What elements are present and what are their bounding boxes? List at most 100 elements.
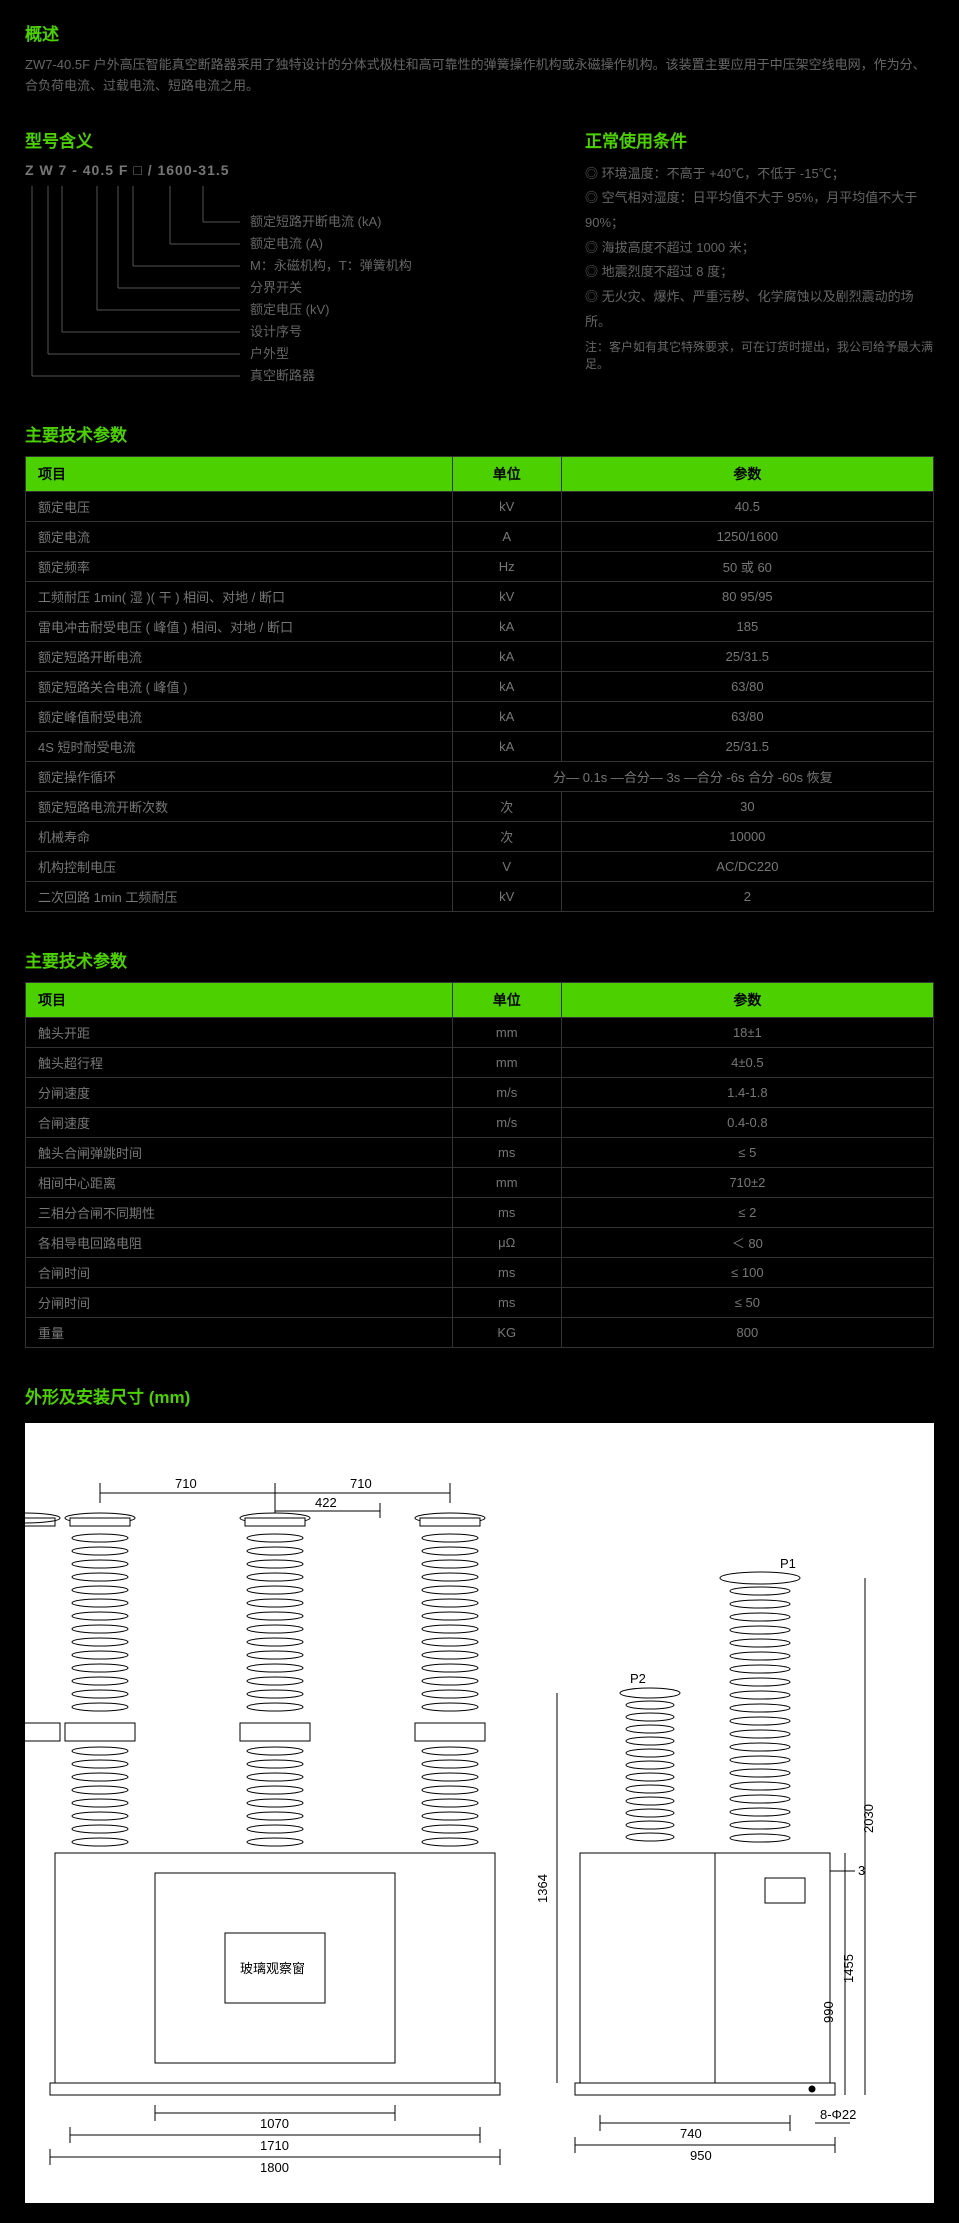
- cell: 710±2: [561, 1167, 933, 1197]
- table-row: 额定操作循环分— 0.1s —合分— 3s —合分 -6s 合分 -60s 恢复: [26, 761, 934, 791]
- table-row: 三相分合闸不同期性ms≤ 2: [26, 1197, 934, 1227]
- cell: 分闸速度: [26, 1077, 453, 1107]
- model-label-1: 额定电流 (A): [250, 233, 412, 255]
- table-row: 合闸时间ms≤ 100: [26, 1257, 934, 1287]
- model-label-0: 额定短路开断电流 (kA): [250, 211, 412, 233]
- cell: 4S 短时耐受电流: [26, 731, 453, 761]
- cell: 额定峰值耐受电流: [26, 701, 453, 731]
- p1-label: P1: [780, 1556, 796, 1571]
- cell: A: [452, 521, 561, 551]
- cell: kA: [452, 641, 561, 671]
- cell: 185: [561, 611, 933, 641]
- table-row: 触头超行程mm4±0.5: [26, 1047, 934, 1077]
- cell: 25/31.5: [561, 641, 933, 671]
- cond-item: 海拔高度不超过 1000 米；: [585, 236, 934, 261]
- cell: 25/31.5: [561, 731, 933, 761]
- table-row: 相间中心距离mm710±2: [26, 1167, 934, 1197]
- table-row: 额定电压kV40.5: [26, 491, 934, 521]
- cell: 合闸速度: [26, 1107, 453, 1137]
- t2-h0: 项目: [26, 982, 453, 1017]
- table-row: 重量KG800: [26, 1317, 934, 1347]
- table-row: 额定短路电流开断次数次30: [26, 791, 934, 821]
- dim-950: 950: [690, 2148, 712, 2163]
- cell: 额定短路电流开断次数: [26, 791, 453, 821]
- cell: AC/DC220: [561, 851, 933, 881]
- cell: kA: [452, 731, 561, 761]
- table-row: 分闸时间ms≤ 50: [26, 1287, 934, 1317]
- cell: 额定电压: [26, 491, 453, 521]
- cell: kV: [452, 581, 561, 611]
- cell: 63/80: [561, 701, 933, 731]
- dim-1710: 1710: [260, 2138, 289, 2153]
- cell: kA: [452, 671, 561, 701]
- cond-item: 地震烈度不超过 8 度；: [585, 260, 934, 285]
- dim-710b: 710: [350, 1476, 372, 1491]
- dim-8phi22: 8-Φ22: [820, 2107, 856, 2122]
- table-row: 机械寿命次10000: [26, 821, 934, 851]
- cell: 额定操作循环: [26, 761, 453, 791]
- conditions-note: 注：客户如有其它特殊要求，可在订货时提出，我公司给予最大满足。: [585, 338, 934, 372]
- cell: 分— 0.1s —合分— 3s —合分 -6s 合分 -60s 恢复: [452, 761, 933, 791]
- table-row: 工频耐压 1min( 湿 )( 干 ) 相间、对地 / 断口kV80 95/95: [26, 581, 934, 611]
- cell: KG: [452, 1317, 561, 1347]
- dim-422: 422: [315, 1495, 337, 1510]
- cell: Hz: [452, 551, 561, 581]
- cell: ≤ 100: [561, 1257, 933, 1287]
- table2-title: 主要技术参数: [25, 947, 934, 972]
- cell: 合闸时间: [26, 1257, 453, 1287]
- table-row: 额定峰值耐受电流kA63/80: [26, 701, 934, 731]
- dim-710a: 710: [175, 1476, 197, 1491]
- cond-item: 无火灾、爆炸、严重污秽、化学腐蚀以及剧烈震动的场所。: [585, 285, 934, 334]
- model-code: Z W 7 - 40.5 F □ / 1600-31.5: [25, 162, 525, 178]
- spec-table-2: 项目 单位 参数 触头开距mm18±1触头超行程mm4±0.5分闸速度m/s1.…: [25, 982, 934, 1348]
- t2-h2: 参数: [561, 982, 933, 1017]
- table-row: 二次回路 1min 工频耐压kV2: [26, 881, 934, 911]
- cell: 18±1: [561, 1017, 933, 1047]
- cell: 30: [561, 791, 933, 821]
- cell: mm: [452, 1167, 561, 1197]
- cell: μΩ: [452, 1227, 561, 1257]
- cell: 50 或 60: [561, 551, 933, 581]
- model-label-6: 户外型: [250, 343, 412, 365]
- cell: 机构控制电压: [26, 851, 453, 881]
- cell: 工频耐压 1min( 湿 )( 干 ) 相间、对地 / 断口: [26, 581, 453, 611]
- cell: mm: [452, 1017, 561, 1047]
- cond-item: 空气相对湿度：日平均值不大于 95%，月平均值不大于 90%；: [585, 186, 934, 235]
- table-row: 触头合闸弹跳时间ms≤ 5: [26, 1137, 934, 1167]
- cell: 机械寿命: [26, 821, 453, 851]
- table1-title: 主要技术参数: [25, 421, 934, 446]
- cell: ≤ 50: [561, 1287, 933, 1317]
- dim-1455: 1455: [841, 1954, 856, 1983]
- t1-h0: 项目: [26, 456, 453, 491]
- cell: 1250/1600: [561, 521, 933, 551]
- cell: ＜ 80: [561, 1227, 933, 1257]
- model-label-3: 分界开关: [250, 277, 412, 299]
- conditions-title: 正常使用条件: [585, 127, 934, 152]
- dim-1070: 1070: [260, 2116, 289, 2131]
- cell: 800: [561, 1317, 933, 1347]
- dim-3: 3: [858, 1863, 865, 1878]
- cell: kA: [452, 701, 561, 731]
- cell: kV: [452, 491, 561, 521]
- table-row: 额定电流A1250/1600: [26, 521, 934, 551]
- cell: 额定电流: [26, 521, 453, 551]
- t2-h1: 单位: [452, 982, 561, 1017]
- cell: 额定短路关合电流 ( 峰值 ): [26, 671, 453, 701]
- model-title: 型号含义: [25, 127, 525, 152]
- table-row: 额定频率Hz50 或 60: [26, 551, 934, 581]
- cell: 触头合闸弹跳时间: [26, 1137, 453, 1167]
- cell: m/s: [452, 1077, 561, 1107]
- cell: 4±0.5: [561, 1047, 933, 1077]
- t1-h1: 单位: [452, 456, 561, 491]
- spec-table-1: 项目 单位 参数 额定电压kV40.5额定电流A1250/1600额定频率Hz5…: [25, 456, 934, 912]
- cell: m/s: [452, 1107, 561, 1137]
- table-row: 合闸速度m/s0.4-0.8: [26, 1107, 934, 1137]
- cell: 0.4-0.8: [561, 1107, 933, 1137]
- table-row: 机构控制电压VAC/DC220: [26, 851, 934, 881]
- overview-title: 概述: [25, 20, 934, 45]
- table-row: 各相导电回路电阻μΩ＜ 80: [26, 1227, 934, 1257]
- dim-1364: 1364: [535, 1874, 550, 1903]
- cell: 雷电冲击耐受电压 ( 峰值 ) 相间、对地 / 断口: [26, 611, 453, 641]
- table-row: 雷电冲击耐受电压 ( 峰值 ) 相间、对地 / 断口kA185: [26, 611, 934, 641]
- cell: 各相导电回路电阻: [26, 1227, 453, 1257]
